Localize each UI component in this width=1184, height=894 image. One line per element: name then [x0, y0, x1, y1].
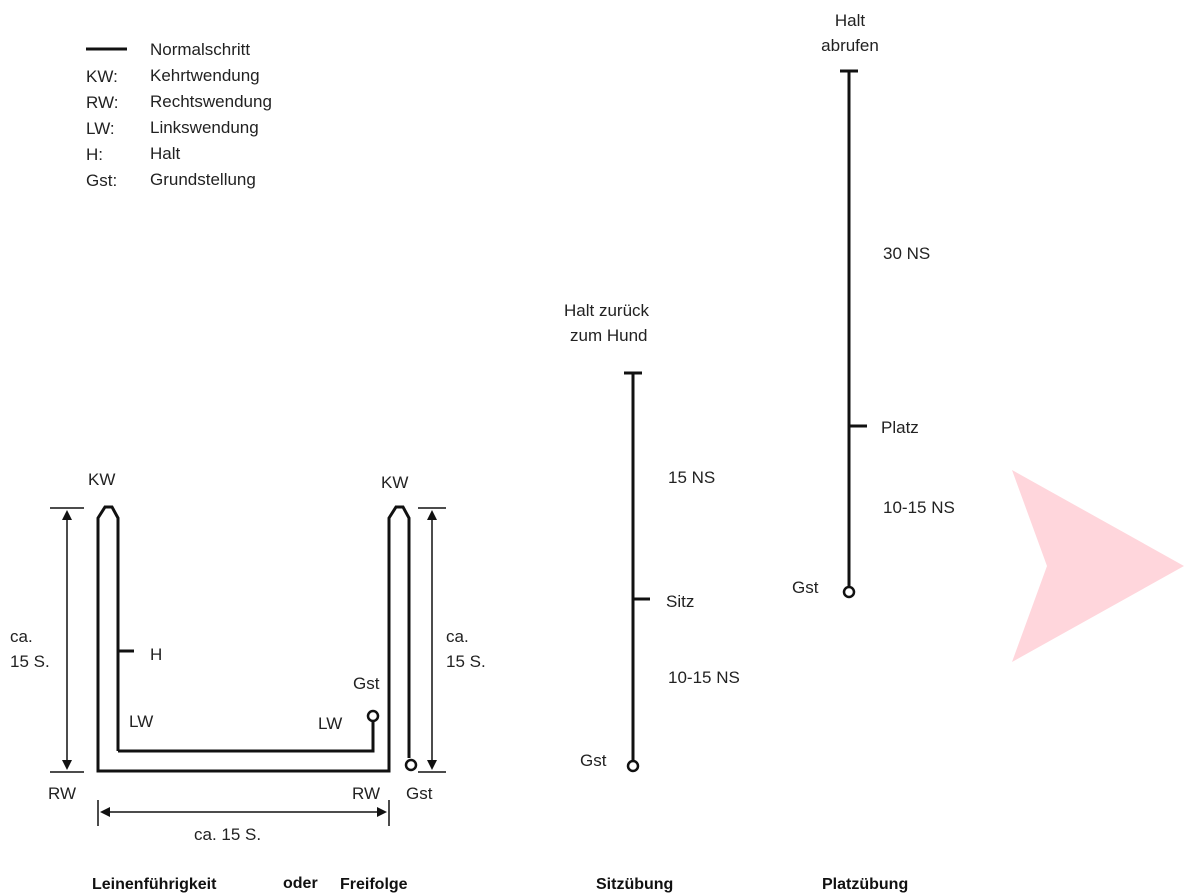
leinen-caption: Leinenführigkeit	[92, 876, 217, 893]
freifolge-caption: Freifolge	[340, 876, 408, 893]
legend-abbr: KW:	[86, 67, 118, 86]
kw-right-label: KW	[381, 473, 408, 492]
sitz-gst-label: Gst	[580, 751, 607, 770]
leinen-outer-path	[96, 505, 370, 773]
platz-top-label: abrufen	[821, 36, 879, 55]
arrowhead-icon	[377, 807, 387, 817]
gst-inner-label: Gst	[353, 674, 380, 693]
arrowhead-icon	[427, 760, 437, 770]
oder-caption: oder	[283, 875, 318, 892]
legend-line-label: Normalschritt	[150, 40, 250, 59]
platz-diagram: Halt abrufen 30 NS Platz 10-15 NS Gst	[792, 11, 955, 599]
start-circle-icon	[366, 709, 380, 723]
sitz-diagram: Halt zurück zum Hund 15 NS Sitz 10-15 NS…	[564, 301, 740, 773]
arrowhead-icon	[62, 510, 72, 520]
sitz-ns-upper: 15 NS	[668, 468, 715, 487]
start-circle-icon	[842, 585, 856, 599]
legend-abbr: RW:	[86, 93, 118, 112]
platz-ns-upper: 30 NS	[883, 244, 930, 263]
platz-ns-lower: 10-15 NS	[883, 498, 955, 517]
halt-label: H	[150, 645, 162, 664]
legend-abbr: LW:	[86, 119, 115, 138]
rw-left-label: RW	[48, 784, 76, 803]
captions: Leinenführigkeit oder Freifolge Sitzübun…	[92, 875, 908, 893]
lw-right-label: LW	[318, 714, 342, 733]
ca-left-label: ca.	[10, 627, 33, 646]
legend-abbr: H:	[86, 145, 103, 164]
sitz-top-label: Halt zurück	[564, 301, 650, 320]
end-circle-icon	[404, 758, 418, 772]
ca-right-label: 15 S.	[446, 652, 486, 671]
right-arrow-icon	[1012, 470, 1184, 662]
arrowhead-icon	[100, 807, 110, 817]
start-circle-icon	[626, 759, 640, 773]
leinen-inner-path	[118, 722, 375, 753]
legend-text: Kehrtwendung	[150, 66, 260, 85]
platz-mark-label: Platz	[881, 418, 919, 437]
sitz-mark-label: Sitz	[666, 592, 694, 611]
sitz-caption: Sitzübung	[596, 876, 673, 893]
legend-abbr: Gst:	[86, 171, 117, 190]
legend-text: Grundstellung	[150, 170, 256, 189]
arrowhead-icon	[62, 760, 72, 770]
legend-text: Halt	[150, 144, 181, 163]
ca-left-label: 15 S.	[10, 652, 50, 671]
platz-caption: Platzübung	[822, 876, 908, 893]
ca-right-label: ca.	[446, 627, 469, 646]
legend: Normalschritt KW: Kehrtwendung RW: Recht…	[86, 40, 272, 190]
sitz-ns-lower: 10-15 NS	[668, 668, 740, 687]
lw-left-label: LW	[129, 712, 153, 731]
legend-text: Rechtswendung	[150, 92, 272, 111]
sitz-top-label: zum Hund	[570, 326, 647, 345]
arrowhead-icon	[427, 510, 437, 520]
leinen-right-path	[370, 505, 411, 773]
legend-text: Linkswendung	[150, 118, 259, 137]
gst-outer-label: Gst	[406, 784, 433, 803]
leinen-diagram: KW KW ca. 15 S. ca. 15 S. H Gst LW LW RW…	[10, 470, 486, 844]
platz-gst-label: Gst	[792, 578, 819, 597]
ca-bottom-label: ca. 15 S.	[194, 825, 261, 844]
kw-left-label: KW	[88, 470, 115, 489]
rw-right-label: RW	[352, 784, 380, 803]
platz-top-label: Halt	[835, 11, 866, 30]
